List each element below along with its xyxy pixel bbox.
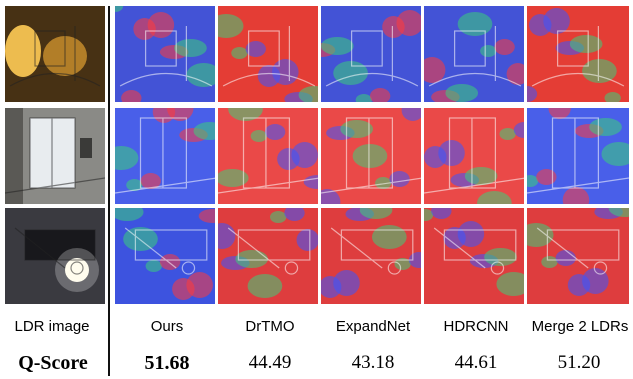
heatmap-drtmo-night-lamp [218,208,318,304]
score-expandnet: 43.18 [351,352,395,373]
method-label-expandnet: ExpandNet [335,318,411,335]
heatmap-expandnet-panorama-interior [321,6,421,102]
method-label-drtmo: DrTMO [245,318,295,335]
heatmap-ours-night-lamp [115,208,215,304]
heatmap-drtmo-panorama-interior [218,6,318,102]
score-ours: 51.68 [144,352,190,374]
method-label-ours: Ours [150,318,184,335]
q-score-label: Q-Score [18,352,88,374]
heatmap-merge-2-ldrs-panorama-interior [527,6,629,102]
ldr-image-panorama-interior [5,6,105,102]
ldr-image-office-doorway [5,108,105,204]
heatmap-hdrcnn-night-lamp [424,208,524,304]
score-merge-2-ldrs: 51.20 [557,352,601,373]
heatmap-drtmo-office-doorway [218,108,318,204]
heatmap-merge-2-ldrs-office-doorway [527,108,629,204]
heatmap-hdrcnn-office-doorway [424,108,524,204]
ldr-image-header: LDR image [14,318,90,335]
heatmap-expandnet-office-doorway [321,108,421,204]
heatmap-merge-2-ldrs-night-lamp [527,208,629,304]
heatmap-ours-office-doorway [115,108,215,204]
column-divider [108,6,110,376]
method-label-merge-2-ldrs: Merge 2 LDRs [531,318,629,335]
score-hdrcnn: 44.61 [454,352,498,373]
score-drtmo: 44.49 [248,352,292,373]
heatmap-hdrcnn-panorama-interior [424,6,524,102]
ldr-image-night-lamp [5,208,105,304]
heatmap-ours-panorama-interior [115,6,215,102]
method-label-hdrcnn: HDRCNN [443,318,509,335]
heatmap-expandnet-night-lamp [321,208,421,304]
